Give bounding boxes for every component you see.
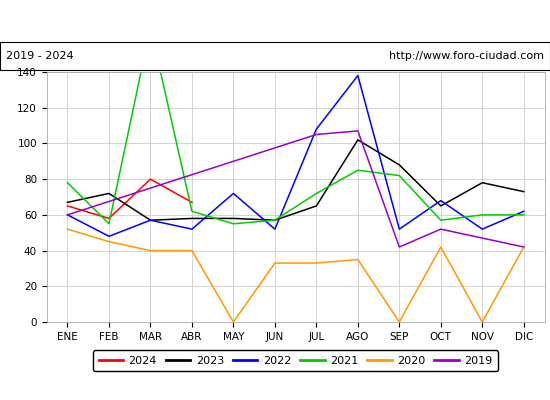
Text: 2019 - 2024: 2019 - 2024	[6, 51, 73, 61]
Text: Evolucion Nº Turistas Extranjeros en el municipio de Atalaya del Cañavate: Evolucion Nº Turistas Extranjeros en el …	[38, 14, 512, 28]
Legend: 2024, 2023, 2022, 2021, 2020, 2019: 2024, 2023, 2022, 2021, 2020, 2019	[93, 350, 498, 372]
Text: http://www.foro-ciudad.com: http://www.foro-ciudad.com	[389, 51, 544, 61]
